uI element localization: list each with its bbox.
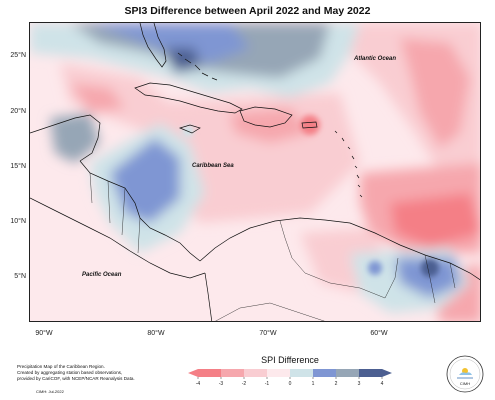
spi-region-hispaniola-dry bbox=[230, 108, 310, 143]
lat-label-15n: 15°N bbox=[10, 163, 26, 170]
legend-tick-label: 2 bbox=[335, 381, 338, 387]
border-guyana-suriname bbox=[424, 254, 436, 304]
spi-region-bahamas-core bbox=[165, 48, 200, 73]
spi-field bbox=[30, 23, 480, 321]
credits-line-2: Created by aggregating station based obs… bbox=[17, 370, 123, 375]
label-pacific-ocean: Pacific Ocean bbox=[82, 272, 122, 278]
coast-hispaniola bbox=[239, 106, 293, 128]
spi-spot-guianas-core bbox=[421, 259, 439, 277]
lon-label-90w: 90°W bbox=[35, 330, 53, 337]
label-caribbean-sea: Caribbean Sea bbox=[192, 163, 234, 169]
coast-jamaica bbox=[178, 124, 201, 134]
cimh-logo: CIMH bbox=[446, 355, 484, 393]
border-colombia-south bbox=[215, 302, 325, 321]
map-credits: Precipitation Map of the Caribbean Regio… bbox=[17, 364, 192, 382]
legend-segment bbox=[336, 369, 360, 377]
legend-tick-label: -1 bbox=[265, 381, 270, 387]
border-suriname-fguiana bbox=[449, 262, 456, 289]
legend-tick-label: 3 bbox=[358, 381, 361, 387]
lon-label-80w: 80°W bbox=[147, 330, 165, 337]
spi-region-guianas-wetter bbox=[395, 258, 460, 298]
coast-cuba bbox=[134, 82, 243, 114]
spi-region-bahamas-wettest bbox=[90, 23, 250, 63]
legend-segment bbox=[198, 369, 222, 377]
border-venezuela-guyana bbox=[384, 257, 399, 299]
map-frame bbox=[29, 22, 481, 322]
legend-tick-label: -3 bbox=[219, 381, 224, 387]
coast-florida bbox=[139, 23, 167, 68]
legend-ticks: -4 -3 -2 -1 0 1 2 3 4 bbox=[196, 377, 384, 387]
legend-colorbar: -4 -3 -2 -1 0 1 2 3 4 bbox=[188, 369, 392, 387]
coast-puerto-rico bbox=[301, 121, 318, 129]
spi-field-detail bbox=[182, 115, 439, 277]
border-colombia-venezuela bbox=[279, 220, 386, 299]
coast-central-america-pacific bbox=[30, 197, 206, 279]
spi-map bbox=[30, 23, 480, 321]
borders bbox=[89, 172, 456, 321]
credits-line-1: Precipitation Map of the Caribbean Regio… bbox=[17, 364, 105, 369]
legend-segment bbox=[359, 369, 383, 377]
lat-label-10n: 10°N bbox=[10, 218, 26, 225]
legend-segment bbox=[244, 369, 268, 377]
coast-south-america bbox=[199, 217, 480, 281]
legend-segment bbox=[290, 369, 314, 377]
lat-label-25n: 25°N bbox=[10, 52, 26, 59]
label-atlantic-ocean: Atlantic Ocean bbox=[354, 56, 397, 62]
spi-region-westcarib-wetter bbox=[110, 138, 180, 223]
map-title: SPI3 Difference between April 2022 and M… bbox=[124, 5, 371, 17]
spi-region-gulf-drier bbox=[70, 83, 125, 113]
spi-region-yucatan-wet bbox=[50, 113, 100, 163]
coast-south-america-west bbox=[204, 272, 213, 321]
credits-line-3: provided by CariCOF, with NCEP/NCAR Rean… bbox=[17, 376, 135, 381]
spi-region-atlantic-drier bbox=[400, 38, 470, 148]
legend-title: SPI Difference bbox=[261, 355, 319, 365]
legend-tick-label: -4 bbox=[196, 381, 201, 387]
legend-tick-label: -2 bbox=[242, 381, 247, 387]
logo-text: CIMH bbox=[460, 381, 470, 386]
legend-segment bbox=[267, 369, 291, 377]
coast-bahamas bbox=[177, 52, 218, 81]
spi-spot-venezuela bbox=[368, 261, 382, 275]
coast-lesser-antilles bbox=[334, 130, 363, 198]
coast-mexico bbox=[30, 114, 101, 162]
legend-arrow-min bbox=[188, 369, 198, 377]
spi-region-east-drier bbox=[390, 193, 480, 248]
lat-label-20n: 20°N bbox=[10, 108, 26, 115]
spi-spot-puerto-rico bbox=[300, 115, 320, 135]
legend-segments bbox=[188, 369, 392, 377]
legend-tick-label: 1 bbox=[312, 381, 315, 387]
legend-tick-label: 4 bbox=[381, 381, 384, 387]
border-central-america bbox=[89, 172, 141, 254]
lon-label-70w: 70°W bbox=[259, 330, 277, 337]
legend-segment bbox=[313, 369, 337, 377]
lon-label-60w: 60°W bbox=[370, 330, 388, 337]
legend-segment bbox=[221, 369, 245, 377]
legend-arrow-max bbox=[382, 369, 392, 377]
credits-date: CIMH: Jul-2022 bbox=[36, 389, 64, 394]
lat-label-5n: 5°N bbox=[14, 273, 26, 280]
legend-tick-label: 0 bbox=[289, 381, 292, 387]
